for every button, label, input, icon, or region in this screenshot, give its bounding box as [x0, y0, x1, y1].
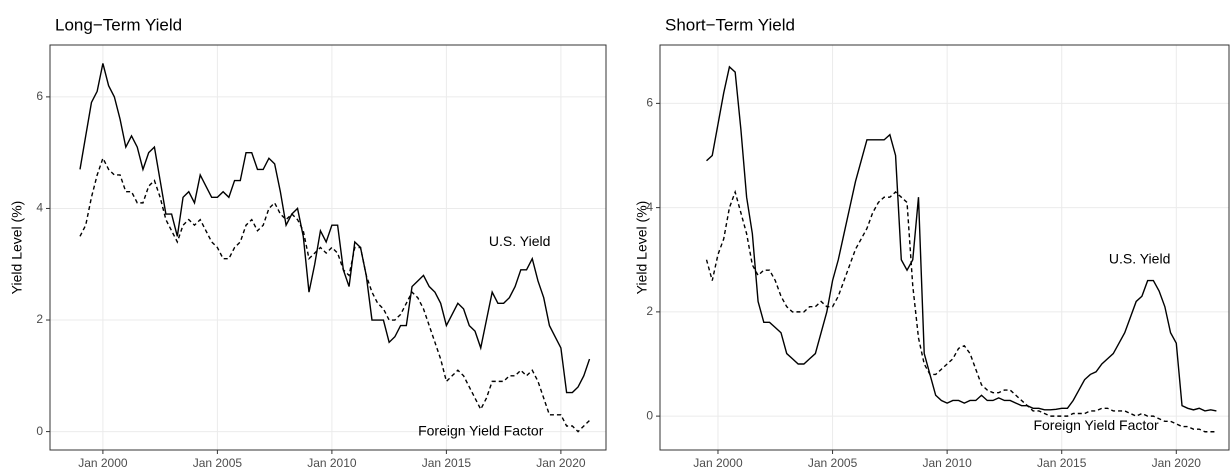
y-tick-label: 6: [36, 89, 43, 103]
x-tick-label: Jan 2015: [1037, 456, 1087, 470]
x-tick-label: Jan 2020: [536, 456, 586, 470]
panel-border: [659, 44, 1230, 451]
x-tick-label: Jan 2020: [1152, 456, 1202, 470]
series-label: Foreign Yield Factor: [418, 422, 544, 438]
x-tick-label: Jan 2005: [193, 456, 243, 470]
panel-border: [49, 44, 607, 451]
y-tick-label: 0: [36, 424, 43, 438]
chart-title: Short−Term Yield: [665, 15, 795, 34]
y-tick-label: 6: [646, 96, 653, 110]
series-label: U.S. Yield: [489, 233, 550, 249]
x-tick-label: Jan 2005: [808, 456, 858, 470]
x-tick-label: Jan 2000: [78, 456, 128, 470]
x-tick-label: Jan 2010: [307, 456, 357, 470]
series-line: [705, 189, 1217, 433]
x-tick-label: Jan 2000: [693, 456, 743, 470]
y-tick-label: 4: [646, 200, 653, 214]
chart-title: Long−Term Yield: [55, 15, 182, 34]
series-label: Foreign Yield Factor: [1033, 417, 1159, 433]
x-tick-label: Jan 2010: [922, 456, 972, 470]
y-axis-title: Yield Level (%): [634, 201, 650, 295]
y-tick-label: 2: [646, 304, 653, 318]
x-tick-label: Jan 2015: [422, 456, 472, 470]
y-axis-title: Yield Level (%): [9, 201, 25, 295]
series-label: U.S. Yield: [1109, 250, 1170, 266]
series-line: [79, 63, 591, 394]
series-line: [706, 65, 1217, 412]
series-line: [79, 156, 590, 433]
y-tick-label: 2: [36, 312, 43, 326]
y-tick-label: 4: [36, 201, 43, 215]
y-tick-label: 0: [646, 408, 653, 422]
